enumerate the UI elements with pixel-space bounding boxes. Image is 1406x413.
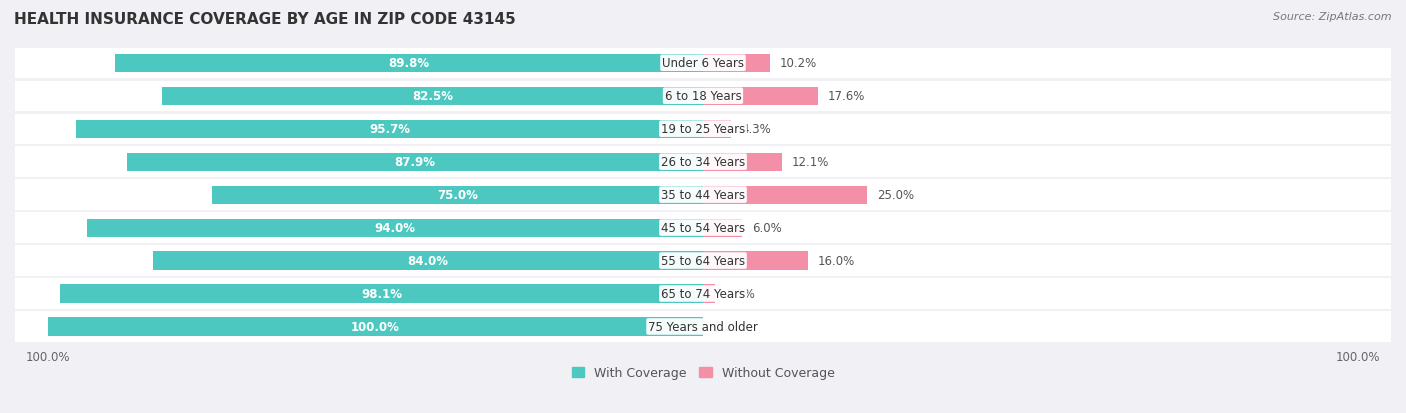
Bar	[15, 81, 1391, 112]
Bar	[703, 153, 782, 171]
Bar	[87, 219, 703, 237]
Text: 82.5%: 82.5%	[412, 90, 453, 103]
Text: 75.0%: 75.0%	[437, 189, 478, 202]
Bar	[703, 88, 818, 106]
Text: 98.1%: 98.1%	[361, 287, 402, 300]
Text: 89.8%: 89.8%	[388, 57, 429, 70]
Bar	[153, 252, 703, 270]
Text: 75 Years and older: 75 Years and older	[648, 320, 758, 333]
Text: Source: ZipAtlas.com: Source: ZipAtlas.com	[1274, 12, 1392, 22]
Text: Under 6 Years: Under 6 Years	[662, 57, 744, 70]
Bar	[211, 186, 703, 204]
Text: 65 to 74 Years: 65 to 74 Years	[661, 287, 745, 300]
Bar	[15, 180, 1391, 210]
Bar	[15, 48, 1391, 79]
Bar	[127, 153, 703, 171]
Text: 45 to 54 Years: 45 to 54 Years	[661, 221, 745, 235]
Text: 26 to 34 Years: 26 to 34 Years	[661, 156, 745, 169]
Bar	[15, 147, 1391, 178]
Bar	[703, 252, 808, 270]
Bar	[48, 318, 703, 336]
Bar	[115, 55, 703, 73]
Text: 6.0%: 6.0%	[752, 221, 782, 235]
Bar	[703, 55, 770, 73]
Text: 10.2%: 10.2%	[780, 57, 817, 70]
Bar	[163, 88, 703, 106]
Text: 16.0%: 16.0%	[818, 254, 855, 267]
Text: 100.0%: 100.0%	[352, 320, 399, 333]
Text: 55 to 64 Years: 55 to 64 Years	[661, 254, 745, 267]
Bar	[703, 186, 868, 204]
Text: 84.0%: 84.0%	[408, 254, 449, 267]
Bar	[15, 246, 1391, 276]
Text: 35 to 44 Years: 35 to 44 Years	[661, 189, 745, 202]
Text: 19 to 25 Years: 19 to 25 Years	[661, 123, 745, 136]
Legend: With Coverage, Without Coverage: With Coverage, Without Coverage	[572, 366, 834, 380]
Bar	[703, 219, 742, 237]
Bar	[60, 285, 703, 303]
Bar	[15, 114, 1391, 145]
Text: 0.0%: 0.0%	[713, 320, 742, 333]
Bar	[703, 285, 716, 303]
Bar	[15, 279, 1391, 309]
Bar	[15, 311, 1391, 342]
Text: 12.1%: 12.1%	[792, 156, 830, 169]
Text: 94.0%: 94.0%	[374, 221, 416, 235]
Text: 4.3%: 4.3%	[741, 123, 770, 136]
Bar	[703, 120, 731, 138]
Bar	[76, 120, 703, 138]
Text: 1.9%: 1.9%	[725, 287, 755, 300]
Text: 95.7%: 95.7%	[368, 123, 411, 136]
Text: 25.0%: 25.0%	[876, 189, 914, 202]
Text: 6 to 18 Years: 6 to 18 Years	[665, 90, 741, 103]
Bar	[15, 213, 1391, 243]
Text: 87.9%: 87.9%	[395, 156, 436, 169]
Text: HEALTH INSURANCE COVERAGE BY AGE IN ZIP CODE 43145: HEALTH INSURANCE COVERAGE BY AGE IN ZIP …	[14, 12, 516, 27]
Text: 17.6%: 17.6%	[828, 90, 866, 103]
